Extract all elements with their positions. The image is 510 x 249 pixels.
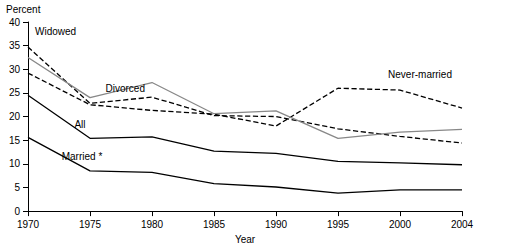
svg-text:5: 5 — [14, 182, 20, 193]
svg-text:20: 20 — [9, 111, 21, 122]
svg-text:25: 25 — [9, 87, 21, 98]
svg-text:Never-married: Never-married — [388, 69, 452, 80]
svg-text:30: 30 — [9, 64, 21, 75]
svg-text:40: 40 — [9, 17, 21, 28]
svg-text:10: 10 — [9, 158, 21, 169]
svg-text:Year: Year — [235, 234, 256, 245]
svg-text:Percent: Percent — [6, 4, 41, 15]
svg-text:15: 15 — [9, 135, 21, 146]
svg-text:1985: 1985 — [203, 219, 226, 230]
svg-text:Married *: Married * — [62, 151, 103, 162]
svg-text:35: 35 — [9, 40, 21, 51]
svg-text:2000: 2000 — [389, 219, 412, 230]
svg-text:0: 0 — [14, 206, 20, 217]
svg-text:Divorced: Divorced — [106, 83, 145, 94]
svg-text:1990: 1990 — [265, 219, 288, 230]
svg-text:1980: 1980 — [141, 219, 164, 230]
svg-text:All: All — [74, 119, 85, 130]
svg-text:1995: 1995 — [327, 219, 350, 230]
svg-text:1975: 1975 — [79, 219, 102, 230]
svg-text:1970: 1970 — [17, 219, 40, 230]
svg-text:Widowed: Widowed — [35, 26, 76, 37]
svg-text:2004: 2004 — [451, 219, 474, 230]
